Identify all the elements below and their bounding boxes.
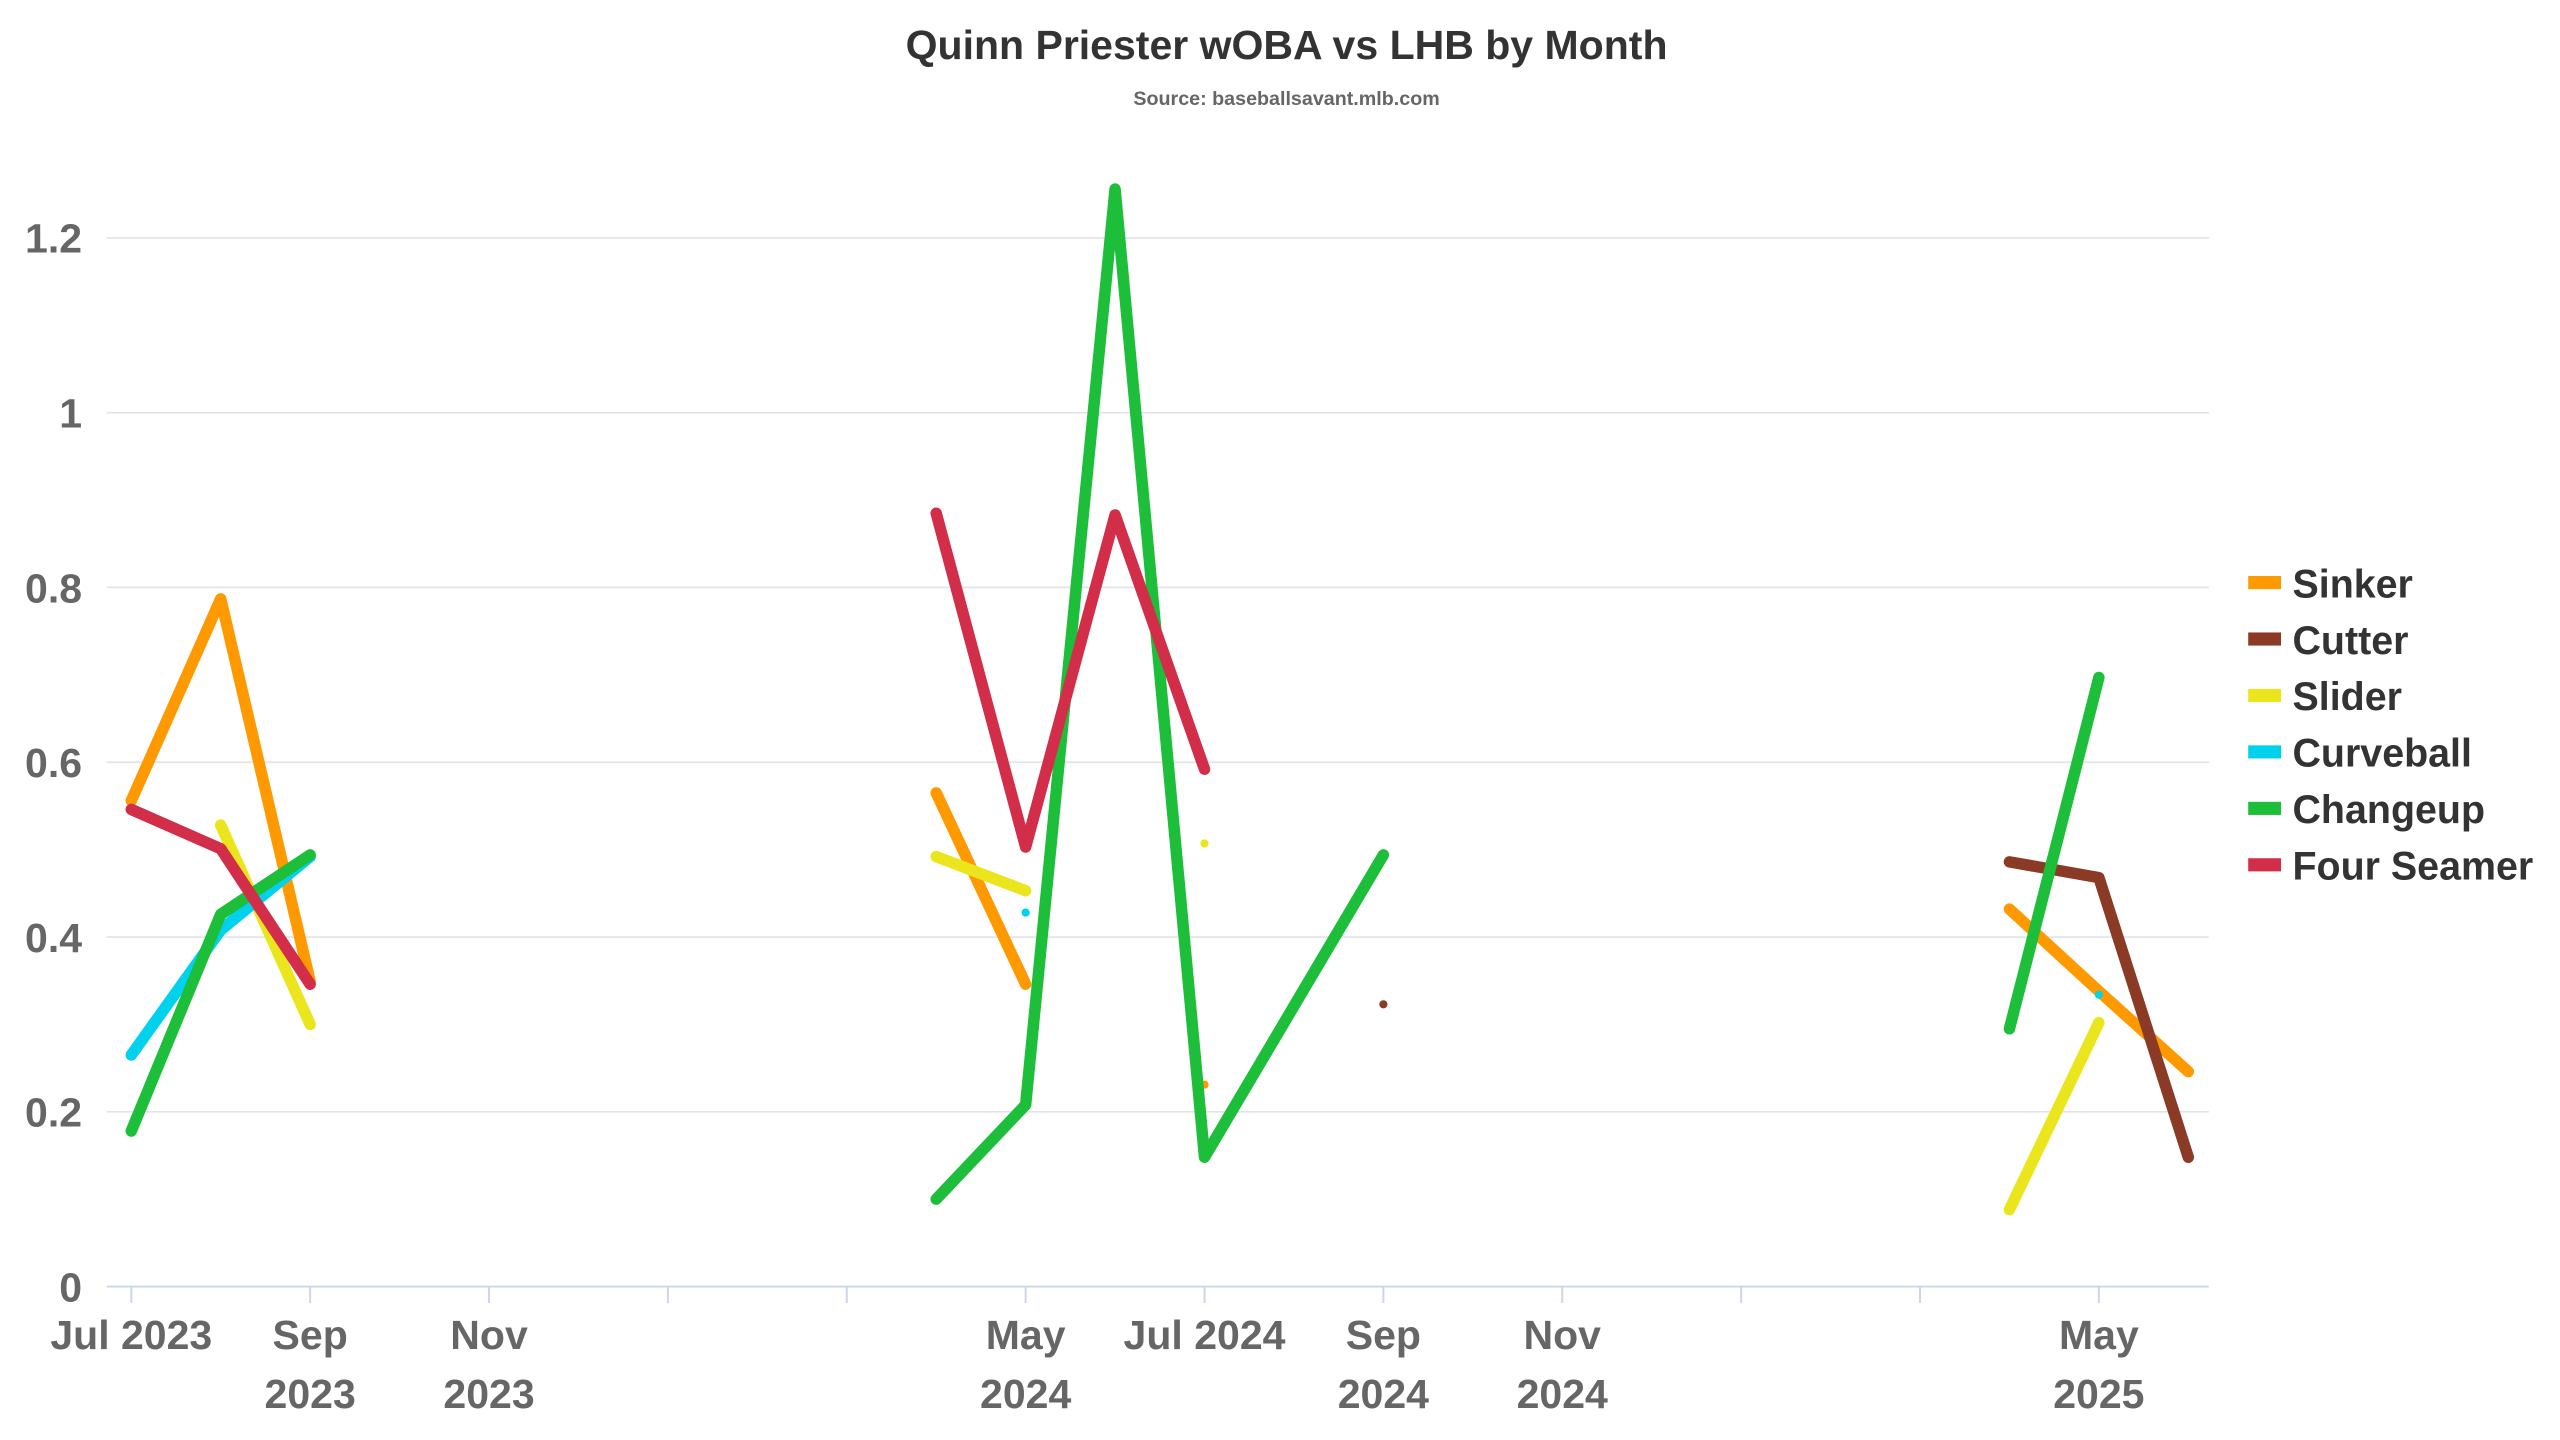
x-tick-label: 2024 <box>980 1371 1071 1417</box>
line-slider <box>930 850 1032 897</box>
y-tick-label: 1 <box>59 390 82 436</box>
x-tick-label: Nov <box>1524 1312 1602 1358</box>
point-curveball <box>1021 908 1030 917</box>
x-tick-label: May <box>2059 1312 2139 1358</box>
legend-swatch-changeup <box>2248 801 2282 815</box>
x-tick-label: Nov <box>450 1312 528 1358</box>
point-cutter <box>1379 1000 1388 1009</box>
x-tick-label: Sep <box>273 1312 348 1358</box>
line-cutter <box>2003 856 2195 1163</box>
legend-item-slider: Slider <box>2293 675 2402 719</box>
legend-swatch-slider <box>2248 688 2282 703</box>
gridlines <box>106 237 2209 1113</box>
legend-item-four-seamer: Four Seamer <box>2293 845 2534 889</box>
y-axis-ticks: 0 0.2 0.4 0.6 0.8 1 1.2 <box>25 216 82 1311</box>
x-tick-label: Jul 2024 <box>1124 1312 1286 1358</box>
x-tick-label: Jul 2023 <box>50 1312 212 1358</box>
x-tick-label: Sep <box>1346 1312 1421 1358</box>
x-tick-label: May <box>986 1312 1066 1358</box>
legend-item-changeup: Changeup <box>2293 788 2486 832</box>
y-tick-label: 0.2 <box>25 1090 82 1136</box>
chart-title: Quinn Priester wOBA vs LHB by Month <box>906 22 1668 68</box>
x-tick-label: 2023 <box>443 1371 534 1417</box>
chart-subtitle: Source: baseballsavant.mlb.com <box>1133 88 1439 110</box>
legend-swatch-cutter <box>2248 632 2282 646</box>
x-tick-label: 2024 <box>1338 1371 1429 1417</box>
legend: Sinker Cutter Slider Curveball Changeup Four … <box>2248 562 2534 889</box>
x-tick-label: 2023 <box>265 1371 356 1417</box>
line-sinker <box>930 787 1032 990</box>
legend-item-curveball: Curveball <box>2293 732 2472 776</box>
line-four-seamer <box>125 803 316 990</box>
y-tick-label: 0 <box>59 1264 82 1310</box>
y-tick-label: 1.2 <box>25 216 82 262</box>
x-axis: Jul 2023 Sep 2023 Nov 2023 May 2024 Jul 2024 Sep… <box>50 1285 2209 1417</box>
line-changeup <box>125 849 316 1137</box>
y-tick-label: 0.4 <box>25 915 82 961</box>
x-tick-label: 2025 <box>2053 1371 2144 1417</box>
point-curveball <box>2094 990 2103 999</box>
y-tick-label: 0.6 <box>25 740 82 786</box>
legend-swatch-four-seamer <box>2248 858 2282 872</box>
line-slider <box>2003 1016 2105 1216</box>
line-changeup <box>930 183 1390 1205</box>
y-tick-label: 0.8 <box>25 565 82 611</box>
point-slider <box>1200 839 1209 848</box>
line-sinker <box>125 593 316 988</box>
line-four-seamer <box>930 507 1211 853</box>
series-lines <box>125 183 2195 1216</box>
legend-swatch-sinker <box>2248 576 2282 590</box>
legend-item-cutter: Cutter <box>2293 619 2409 663</box>
legend-swatch-curveball <box>2248 745 2282 759</box>
line-changeup <box>2003 671 2105 1035</box>
x-tick-label: 2024 <box>1517 1371 1608 1417</box>
legend-item-sinker: Sinker <box>2293 562 2413 606</box>
